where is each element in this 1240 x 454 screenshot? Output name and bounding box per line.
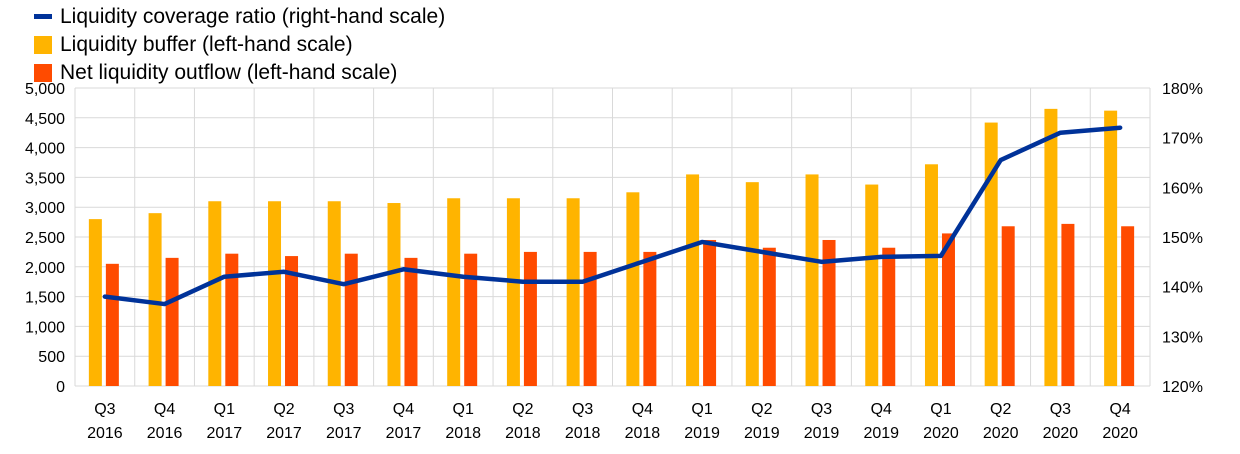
x-tick-label-quarter: Q2 <box>512 401 533 418</box>
bar-net-outflow <box>404 257 418 386</box>
x-tick-label-quarter: Q4 <box>632 401 653 418</box>
bar-liquidity-buffer <box>148 213 162 386</box>
x-tick-label-year: 2020 <box>1102 425 1138 442</box>
bar-net-outflow <box>165 257 179 386</box>
bar-net-outflow <box>285 256 299 386</box>
right-tick-label: 170% <box>1162 131 1203 148</box>
bar-net-outflow <box>105 263 119 386</box>
x-tick-label-year: 2019 <box>863 425 899 442</box>
x-tick-label-quarter: Q1 <box>691 401 712 418</box>
x-tick-label-quarter: Q2 <box>751 401 772 418</box>
bar-liquidity-buffer <box>387 203 401 386</box>
bar-net-outflow <box>703 239 717 386</box>
bar-liquidity-buffer <box>1044 108 1058 387</box>
left-tick-label: 2,500 <box>25 230 65 247</box>
x-tick-label-year: 2019 <box>684 425 720 442</box>
x-tick-label-year: 2017 <box>207 425 243 442</box>
bar-net-outflow <box>882 247 896 386</box>
x-tick-label-quarter: Q3 <box>94 401 115 418</box>
x-tick-label-quarter: Q4 <box>1109 401 1130 418</box>
x-tick-label-quarter: Q1 <box>930 401 951 418</box>
right-tick-label: 150% <box>1162 230 1203 247</box>
legend-bar-swatch <box>34 64 52 82</box>
x-tick-label-year: 2018 <box>565 425 601 442</box>
left-tick-label: 4,500 <box>25 111 65 128</box>
x-tick-label-year: 2017 <box>386 425 422 442</box>
right-tick-label: 180% <box>1162 81 1203 98</box>
bar-liquidity-buffer <box>447 198 461 386</box>
bar-liquidity-buffer <box>566 198 580 386</box>
left-tick-label: 1,000 <box>25 319 65 336</box>
bar-liquidity-buffer <box>268 201 282 386</box>
left-tick-label: 3,000 <box>25 200 65 217</box>
left-tick-label: 500 <box>38 349 65 366</box>
x-tick-label-quarter: Q3 <box>333 401 354 418</box>
bar-liquidity-buffer <box>88 219 102 386</box>
x-tick-label-year: 2020 <box>923 425 959 442</box>
bar-net-outflow <box>583 251 597 386</box>
bar-net-outflow <box>1061 223 1075 386</box>
x-tick-label-quarter: Q2 <box>273 401 294 418</box>
x-tick-label-quarter: Q4 <box>154 401 175 418</box>
left-tick-label: 0 <box>56 379 65 396</box>
x-tick-label-quarter: Q1 <box>453 401 474 418</box>
bar-net-outflow <box>941 233 955 386</box>
x-tick-label-quarter: Q3 <box>572 401 593 418</box>
x-tick-label-year: 2017 <box>326 425 362 442</box>
legend-label: Liquidity buffer (left-hand scale) <box>60 33 353 56</box>
right-tick-label: 120% <box>1162 379 1203 396</box>
right-tick-label: 140% <box>1162 280 1203 297</box>
x-tick-label-year: 2016 <box>87 425 123 442</box>
x-tick-label-quarter: Q2 <box>990 401 1011 418</box>
legend-label: Net liquidity outflow (left-hand scale) <box>60 61 397 84</box>
x-tick-label-quarter: Q1 <box>214 401 235 418</box>
bar-net-outflow <box>1121 226 1135 386</box>
bar-liquidity-buffer <box>208 201 222 386</box>
bar-net-outflow <box>225 253 239 386</box>
bar-net-outflow <box>643 251 657 386</box>
x-tick-label-year: 2019 <box>804 425 840 442</box>
bar-liquidity-buffer <box>745 182 759 386</box>
bar-net-outflow <box>762 247 776 386</box>
bar-net-outflow <box>344 253 358 386</box>
x-tick-label-year: 2020 <box>983 425 1019 442</box>
bar-liquidity-buffer <box>506 198 520 386</box>
legend-bar-swatch <box>34 36 52 54</box>
x-tick-label-quarter: Q4 <box>393 401 414 418</box>
bar-liquidity-buffer <box>984 122 998 387</box>
x-tick-label-year: 2020 <box>1043 425 1079 442</box>
bar-liquidity-buffer <box>924 164 938 386</box>
bar-liquidity-buffer <box>626 192 640 386</box>
x-tick-label-quarter: Q3 <box>811 401 832 418</box>
x-tick-label-year: 2018 <box>625 425 661 442</box>
left-tick-label: 1,500 <box>25 290 65 307</box>
bar-liquidity-buffer <box>865 184 879 386</box>
x-tick-label-quarter: Q4 <box>871 401 892 418</box>
left-tick-label: 2,000 <box>25 260 65 277</box>
bar-liquidity-buffer <box>327 201 341 386</box>
bar-net-outflow <box>1001 226 1015 386</box>
x-tick-label-year: 2016 <box>147 425 183 442</box>
x-tick-label-year: 2018 <box>505 425 541 442</box>
bar-net-outflow <box>822 239 836 386</box>
legend-line-swatch <box>34 14 52 19</box>
right-tick-label: 160% <box>1162 180 1203 197</box>
x-tick-label-year: 2017 <box>266 425 302 442</box>
bar-liquidity-buffer <box>686 174 700 386</box>
legend-label: Liquidity coverage ratio (right-hand sca… <box>60 5 445 28</box>
x-tick-label-year: 2018 <box>445 425 481 442</box>
bar-liquidity-buffer <box>805 174 819 386</box>
right-tick-label: 130% <box>1162 329 1203 346</box>
x-tick-label-quarter: Q3 <box>1050 401 1071 418</box>
left-tick-label: 4,000 <box>25 141 65 158</box>
bar-liquidity-buffer <box>1104 110 1118 386</box>
left-tick-label: 3,500 <box>25 170 65 187</box>
bar-net-outflow <box>523 251 537 386</box>
line-lcr <box>102 125 1123 307</box>
left-tick-label: 5,000 <box>25 81 65 98</box>
x-tick-label-year: 2019 <box>744 425 780 442</box>
bar-net-outflow <box>464 253 478 386</box>
